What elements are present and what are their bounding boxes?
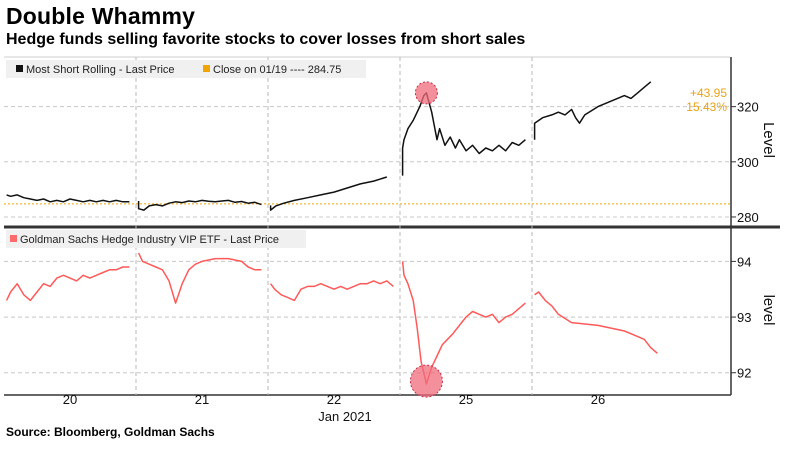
legend-swatch-black xyxy=(16,65,23,72)
top-series-line-segment xyxy=(533,81,652,140)
chart-title: Double Whammy xyxy=(6,3,196,29)
highlight-circle xyxy=(414,81,438,105)
x-axis: 20 21 22 25 26 xyxy=(63,392,605,407)
x-tick-label: 21 xyxy=(195,392,209,407)
bottom-series-line-segment xyxy=(269,280,394,302)
y-tick-label: 93 xyxy=(737,310,751,325)
y-tick-label: 92 xyxy=(737,366,751,381)
chart-subtitle: Hedge funds selling favorite stocks to c… xyxy=(6,31,526,48)
top-series-line-segment xyxy=(269,176,388,211)
bottom-series-line-segment xyxy=(401,261,526,385)
bottom-legend-box xyxy=(6,230,306,248)
y-tick-label: 320 xyxy=(737,100,759,115)
highlight-circle xyxy=(409,364,443,398)
gridlines xyxy=(4,57,730,395)
top-legend-entry-reference: Close on 01/19 ---- 284.75 xyxy=(203,64,341,76)
bottom-series-line-segment xyxy=(137,252,262,304)
top-legend-box xyxy=(6,60,366,78)
top-series-line-segment xyxy=(137,199,262,211)
x-tick-label: 25 xyxy=(459,392,473,407)
bottom-y-axis-title: level xyxy=(760,295,777,326)
x-tick-label: 22 xyxy=(327,392,341,407)
x-axis-month-label: Jan 2021 xyxy=(318,409,372,424)
top-series-line-segment xyxy=(6,194,130,203)
bottom-series-line-segment xyxy=(534,291,658,354)
legend-swatch-orange xyxy=(203,65,210,72)
bottom-series-line-segment xyxy=(5,266,130,302)
percent-annotation: 15.43% xyxy=(686,100,727,114)
top-legend-entry-main: Most Short Rolling - Last Price xyxy=(16,64,175,76)
legend-label-goldman: Goldman Sachs Hedge Industry VIP ETF - L… xyxy=(20,234,279,246)
change-annotation: +43.95 xyxy=(690,86,727,100)
top-series-group xyxy=(6,81,652,211)
highlight-markers xyxy=(409,81,443,398)
legend-label-close: Close on 01/19 ---- 284.75 xyxy=(213,64,341,76)
legend-label-most-short: Most Short Rolling - Last Price xyxy=(26,64,175,76)
top-y-axis-title: Level xyxy=(760,122,777,158)
bottom-series-group xyxy=(5,252,658,385)
top-y-axis: 280 300 320 xyxy=(731,100,759,225)
legend-swatch-red xyxy=(10,235,17,242)
y-tick-label: 300 xyxy=(737,155,759,170)
top-series-line-segment xyxy=(401,92,526,176)
y-tick-label: 280 xyxy=(737,210,759,225)
x-tick-label: 20 xyxy=(63,392,77,407)
x-tick-label: 26 xyxy=(591,392,605,407)
y-tick-label: 94 xyxy=(737,254,751,269)
source-note: Source: Bloomberg, Goldman Sachs xyxy=(6,425,215,439)
bottom-y-axis: 92 93 94 xyxy=(731,254,751,381)
